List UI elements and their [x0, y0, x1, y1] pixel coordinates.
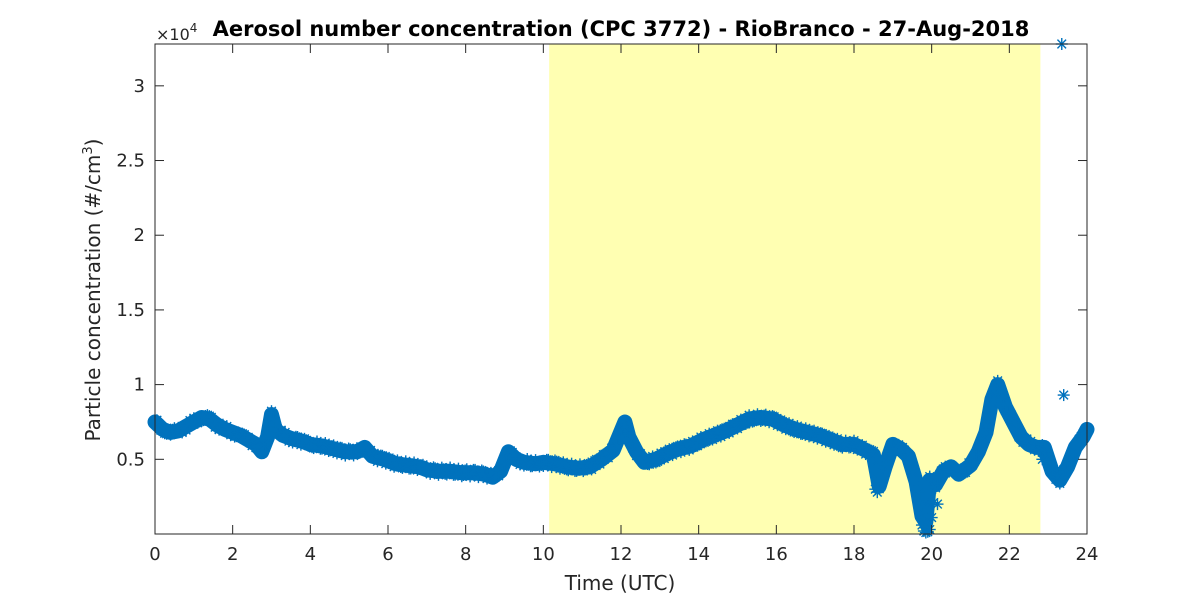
data-point — [863, 443, 876, 456]
x-tick-label: 22 — [998, 544, 1021, 565]
data-point — [1069, 445, 1082, 458]
x-tick-label: 24 — [1076, 544, 1099, 565]
data-point — [1040, 444, 1053, 457]
data-point — [931, 478, 944, 491]
data-point — [877, 466, 890, 479]
y-axis-label: Particle concentration (#/cm3) — [81, 139, 105, 442]
data-point — [261, 434, 274, 447]
data-point — [904, 459, 917, 472]
data-point — [910, 478, 923, 491]
series-layer — [147, 38, 1095, 539]
outlier-point — [871, 486, 884, 499]
data-point — [985, 397, 998, 410]
y-multiplier-label: ×104 — [156, 21, 197, 44]
outlier-point — [1057, 389, 1070, 402]
outlier-point — [923, 523, 936, 536]
data-point — [981, 416, 994, 429]
data-point — [265, 405, 278, 418]
x-tick-label: 18 — [843, 544, 866, 565]
outlier-point — [875, 475, 888, 488]
data-point — [991, 374, 1004, 387]
data-point — [993, 383, 1006, 396]
x-tick-label: 2 — [227, 544, 238, 565]
y-axis-label-superscript: 3 — [81, 146, 96, 154]
x-tick-label: 10 — [532, 544, 555, 565]
data-point — [912, 485, 925, 498]
chart-title: Aerosol number concentration (CPC 3772) … — [213, 17, 1030, 41]
data-point — [1071, 440, 1084, 453]
y-tick-label: 1 — [134, 375, 145, 396]
data-point — [865, 444, 878, 457]
data-point — [867, 445, 880, 458]
x-tick-label: 0 — [149, 544, 160, 565]
outlier-point — [1036, 453, 1049, 466]
axes-layer: 0 2 4 6 8 10 12 14 16 18 20 22 240.511.522.53 — [116, 43, 1099, 565]
outlier-point — [925, 511, 938, 524]
data-point — [869, 456, 882, 469]
y-axis-label-close: ) — [81, 139, 105, 147]
data-point — [205, 411, 218, 424]
data-point — [1057, 463, 1070, 476]
y-multiplier-base: ×10 — [156, 25, 190, 44]
x-tick-label: 20 — [920, 544, 943, 565]
data-point — [267, 413, 280, 426]
x-tick-label: 12 — [610, 544, 633, 565]
data-point — [902, 448, 915, 461]
data-point — [622, 427, 635, 440]
data-point — [972, 448, 985, 461]
y-axis-label-main: Particle concentration (#/cm — [81, 155, 105, 442]
y-tick-label: 3 — [134, 76, 145, 97]
data-point — [879, 459, 892, 472]
data-point — [995, 392, 1008, 405]
x-tick-label: 16 — [765, 544, 788, 565]
data-point — [1053, 477, 1066, 490]
data-point — [976, 432, 989, 445]
x-tick-label: 14 — [687, 544, 710, 565]
data-point — [263, 421, 276, 434]
y-multiplier-exponent: 4 — [190, 21, 198, 35]
data-point — [195, 414, 208, 427]
y-tick-label: 2.5 — [116, 151, 145, 172]
data-point — [610, 439, 623, 452]
data-point — [1009, 416, 1022, 429]
x-tick-label: 6 — [382, 544, 393, 565]
x-tick-label: 8 — [460, 544, 471, 565]
data-point — [978, 431, 991, 444]
data-point — [983, 408, 996, 421]
y-tick-label: 1.5 — [116, 300, 145, 321]
data-point — [498, 457, 511, 470]
data-point — [908, 468, 921, 481]
outlier-point — [931, 498, 944, 511]
data-point — [933, 470, 946, 483]
x-axis-label: Time (UTC) — [564, 571, 676, 595]
y-tick-label: 2 — [134, 225, 145, 246]
y-tick-label: 0.5 — [116, 449, 145, 470]
data-point — [914, 494, 927, 507]
outlier-point — [1046, 463, 1059, 476]
x-tick-label: 4 — [305, 544, 316, 565]
